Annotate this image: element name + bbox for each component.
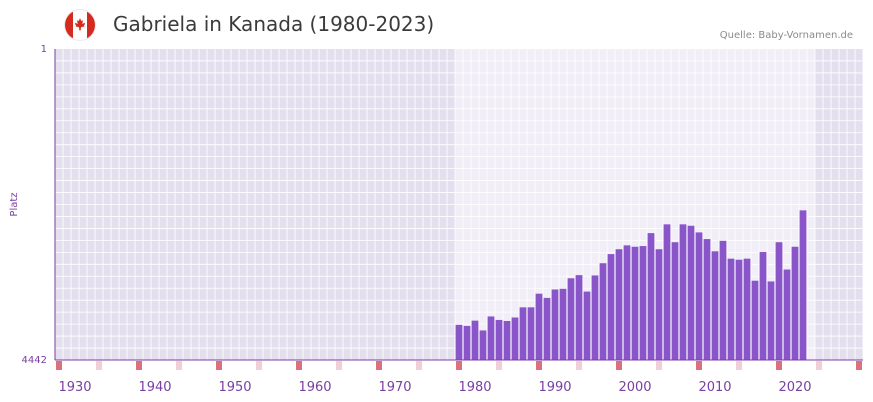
bar-1983[interactable] [495, 319, 503, 360]
year-marker-1973 [416, 361, 422, 370]
year-marker-1953 [256, 361, 262, 370]
bar-1998[interactable] [615, 249, 623, 360]
year-marker-1938 [136, 361, 142, 370]
year-marker-1983 [496, 361, 502, 370]
year-marker-1948 [216, 361, 222, 370]
bar-2015[interactable] [751, 280, 759, 360]
bar-2005[interactable] [671, 242, 679, 360]
year-marker-2018 [776, 361, 782, 370]
canada-flag-icon [64, 9, 96, 41]
bar-2008[interactable] [695, 232, 703, 360]
year-marker-1978 [456, 361, 462, 370]
bar-2020[interactable] [791, 246, 799, 360]
year-marker-1933 [96, 361, 102, 370]
bar-1995[interactable] [591, 275, 599, 360]
bar-2014[interactable] [743, 258, 751, 360]
bar-1986[interactable] [519, 307, 527, 360]
source-label: Quelle: Baby-Vornamen.de [719, 30, 853, 41]
y-tick-label: 4442 [22, 355, 47, 366]
year-marker-1988 [536, 361, 542, 370]
x-tick-label: 1950 [218, 380, 251, 395]
x-tick-label: 1970 [378, 380, 411, 395]
year-marker-1958 [296, 361, 302, 370]
bar-2016[interactable] [759, 252, 767, 360]
bar-1982[interactable] [487, 316, 495, 360]
bar-1999[interactable] [623, 245, 631, 360]
bar-1992[interactable] [567, 278, 575, 360]
bar-2009[interactable] [703, 239, 711, 360]
bar-2021[interactable] [799, 210, 807, 360]
bar-2001[interactable] [639, 246, 647, 360]
bar-1980[interactable] [471, 320, 479, 360]
x-tick-label: 2010 [698, 380, 731, 395]
bar-2017[interactable] [767, 281, 775, 360]
x-tick-label: 1930 [58, 380, 91, 395]
year-marker-2023 [816, 361, 822, 370]
year-marker-1968 [376, 361, 382, 370]
bar-1989[interactable] [543, 297, 551, 360]
bar-2002[interactable] [647, 233, 655, 360]
page-title: Gabriela in Kanada (1980-2023) [113, 12, 435, 36]
bar-1985[interactable] [511, 317, 519, 360]
bar-1984[interactable] [503, 320, 511, 360]
bar-1997[interactable] [607, 254, 615, 360]
bar-2007[interactable] [687, 225, 695, 360]
bar-1996[interactable] [599, 263, 607, 360]
year-marker-1993 [576, 361, 582, 370]
bar-2004[interactable] [663, 224, 671, 360]
bar-1990[interactable] [551, 289, 559, 360]
bar-1987[interactable] [527, 307, 535, 360]
bar-1988[interactable] [535, 293, 543, 360]
year-marker-2013 [736, 361, 742, 370]
x-tick-label: 2020 [778, 380, 811, 395]
bar-2000[interactable] [631, 246, 639, 360]
bar-2003[interactable] [655, 249, 663, 360]
year-marker-1963 [336, 361, 342, 370]
bar-2018[interactable] [775, 242, 783, 360]
year-marker-1943 [176, 361, 182, 370]
bar-2019[interactable] [783, 269, 791, 360]
y-axis-label: Platz [9, 192, 20, 216]
year-marker-1998 [616, 361, 622, 370]
bar-2006[interactable] [679, 224, 687, 360]
x-tick-label: 1990 [538, 380, 571, 395]
bar-1991[interactable] [559, 288, 567, 360]
y-tick-label: 1 [41, 44, 47, 55]
bar-2012[interactable] [727, 258, 735, 360]
year-marker-2008 [696, 361, 702, 370]
x-tick-label: 1960 [298, 380, 331, 395]
bar-2013[interactable] [735, 259, 743, 360]
bar-1979[interactable] [463, 325, 471, 360]
bar-2011[interactable] [719, 240, 727, 360]
year-marker-2003 [656, 361, 662, 370]
x-tick-label: 1980 [458, 380, 491, 395]
bar-1978[interactable] [455, 324, 463, 360]
year-marker-1928 [56, 361, 62, 370]
bar-1981[interactable] [479, 330, 487, 360]
bar-1994[interactable] [583, 291, 591, 360]
bar-1993[interactable] [575, 275, 583, 360]
x-tick-label: 2000 [618, 380, 651, 395]
bar-2010[interactable] [711, 251, 719, 360]
year-marker-2028 [856, 361, 862, 370]
x-tick-label: 1940 [138, 380, 171, 395]
